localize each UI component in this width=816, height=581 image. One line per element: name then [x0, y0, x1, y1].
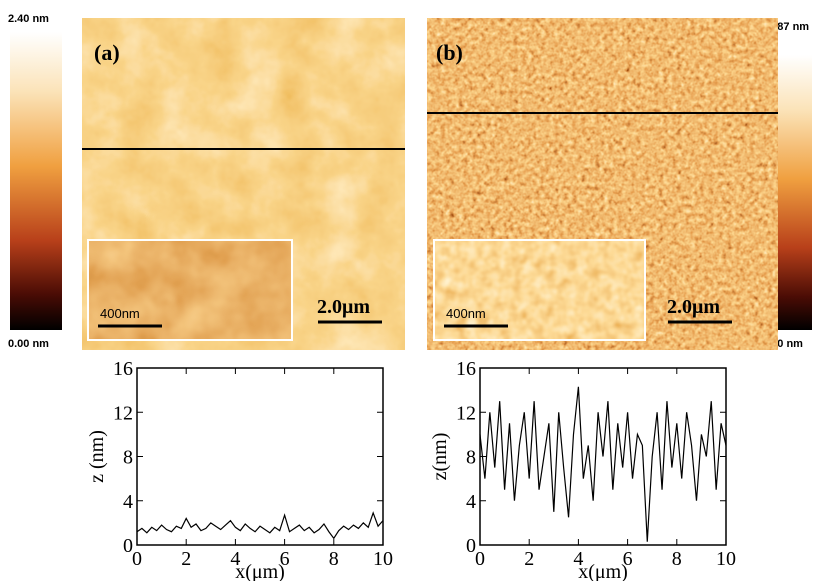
scale-label: 2.0μm [667, 296, 720, 318]
x-tick-label: 2 [524, 548, 534, 570]
y-axis-label: z(nm) [429, 433, 451, 481]
colorbar [10, 32, 62, 330]
y-tick-label: 16 [456, 358, 476, 380]
inset-image [434, 240, 645, 340]
inset-border [87, 239, 293, 341]
plot-frame [136, 367, 384, 546]
y-tick-label: 16 [113, 358, 133, 380]
panel-label: (b) [436, 40, 463, 65]
inset-scale-label: 400nm [100, 306, 140, 321]
x-tick-label: 4 [230, 548, 240, 570]
y-tick-label: 0 [466, 535, 476, 557]
x-axis-label: x(μm) [578, 561, 628, 581]
y-tick-label: 8 [123, 447, 133, 469]
x-tick-label: 8 [672, 548, 682, 570]
x-tick-label: 8 [329, 548, 339, 570]
profile-line [136, 511, 384, 540]
y-tick-label: 12 [456, 402, 476, 424]
inset-border [433, 239, 646, 341]
y-tick-label: 8 [466, 447, 476, 469]
y-tick-label: 0 [123, 535, 133, 557]
x-tick-label: 6 [280, 548, 290, 570]
y-tick-label: 4 [123, 491, 133, 513]
x-tick-label: 2 [181, 548, 191, 570]
x-tick-label: 4 [573, 548, 583, 570]
y-tick-label: 4 [466, 491, 476, 513]
inset-scale-label: 400nm [446, 306, 486, 321]
profile-line [479, 386, 727, 542]
colorbar-max: 2.40 nm [8, 13, 49, 25]
x-tick-label: 0 [132, 548, 142, 570]
y-tick-label: 12 [113, 402, 133, 424]
y-axis-label: z (nm) [86, 430, 108, 483]
colorbar [778, 55, 812, 330]
x-tick-label: 6 [623, 548, 633, 570]
colorbar-min: 0.00 nm [8, 338, 49, 350]
x-tick-label: 10 [373, 548, 393, 570]
x-axis-label: x(μm) [235, 561, 285, 581]
x-tick-label: 0 [475, 548, 485, 570]
panel-label: (a) [94, 40, 120, 65]
scale-label: 2.0μm [317, 296, 370, 318]
x-tick-label: 10 [716, 548, 736, 570]
